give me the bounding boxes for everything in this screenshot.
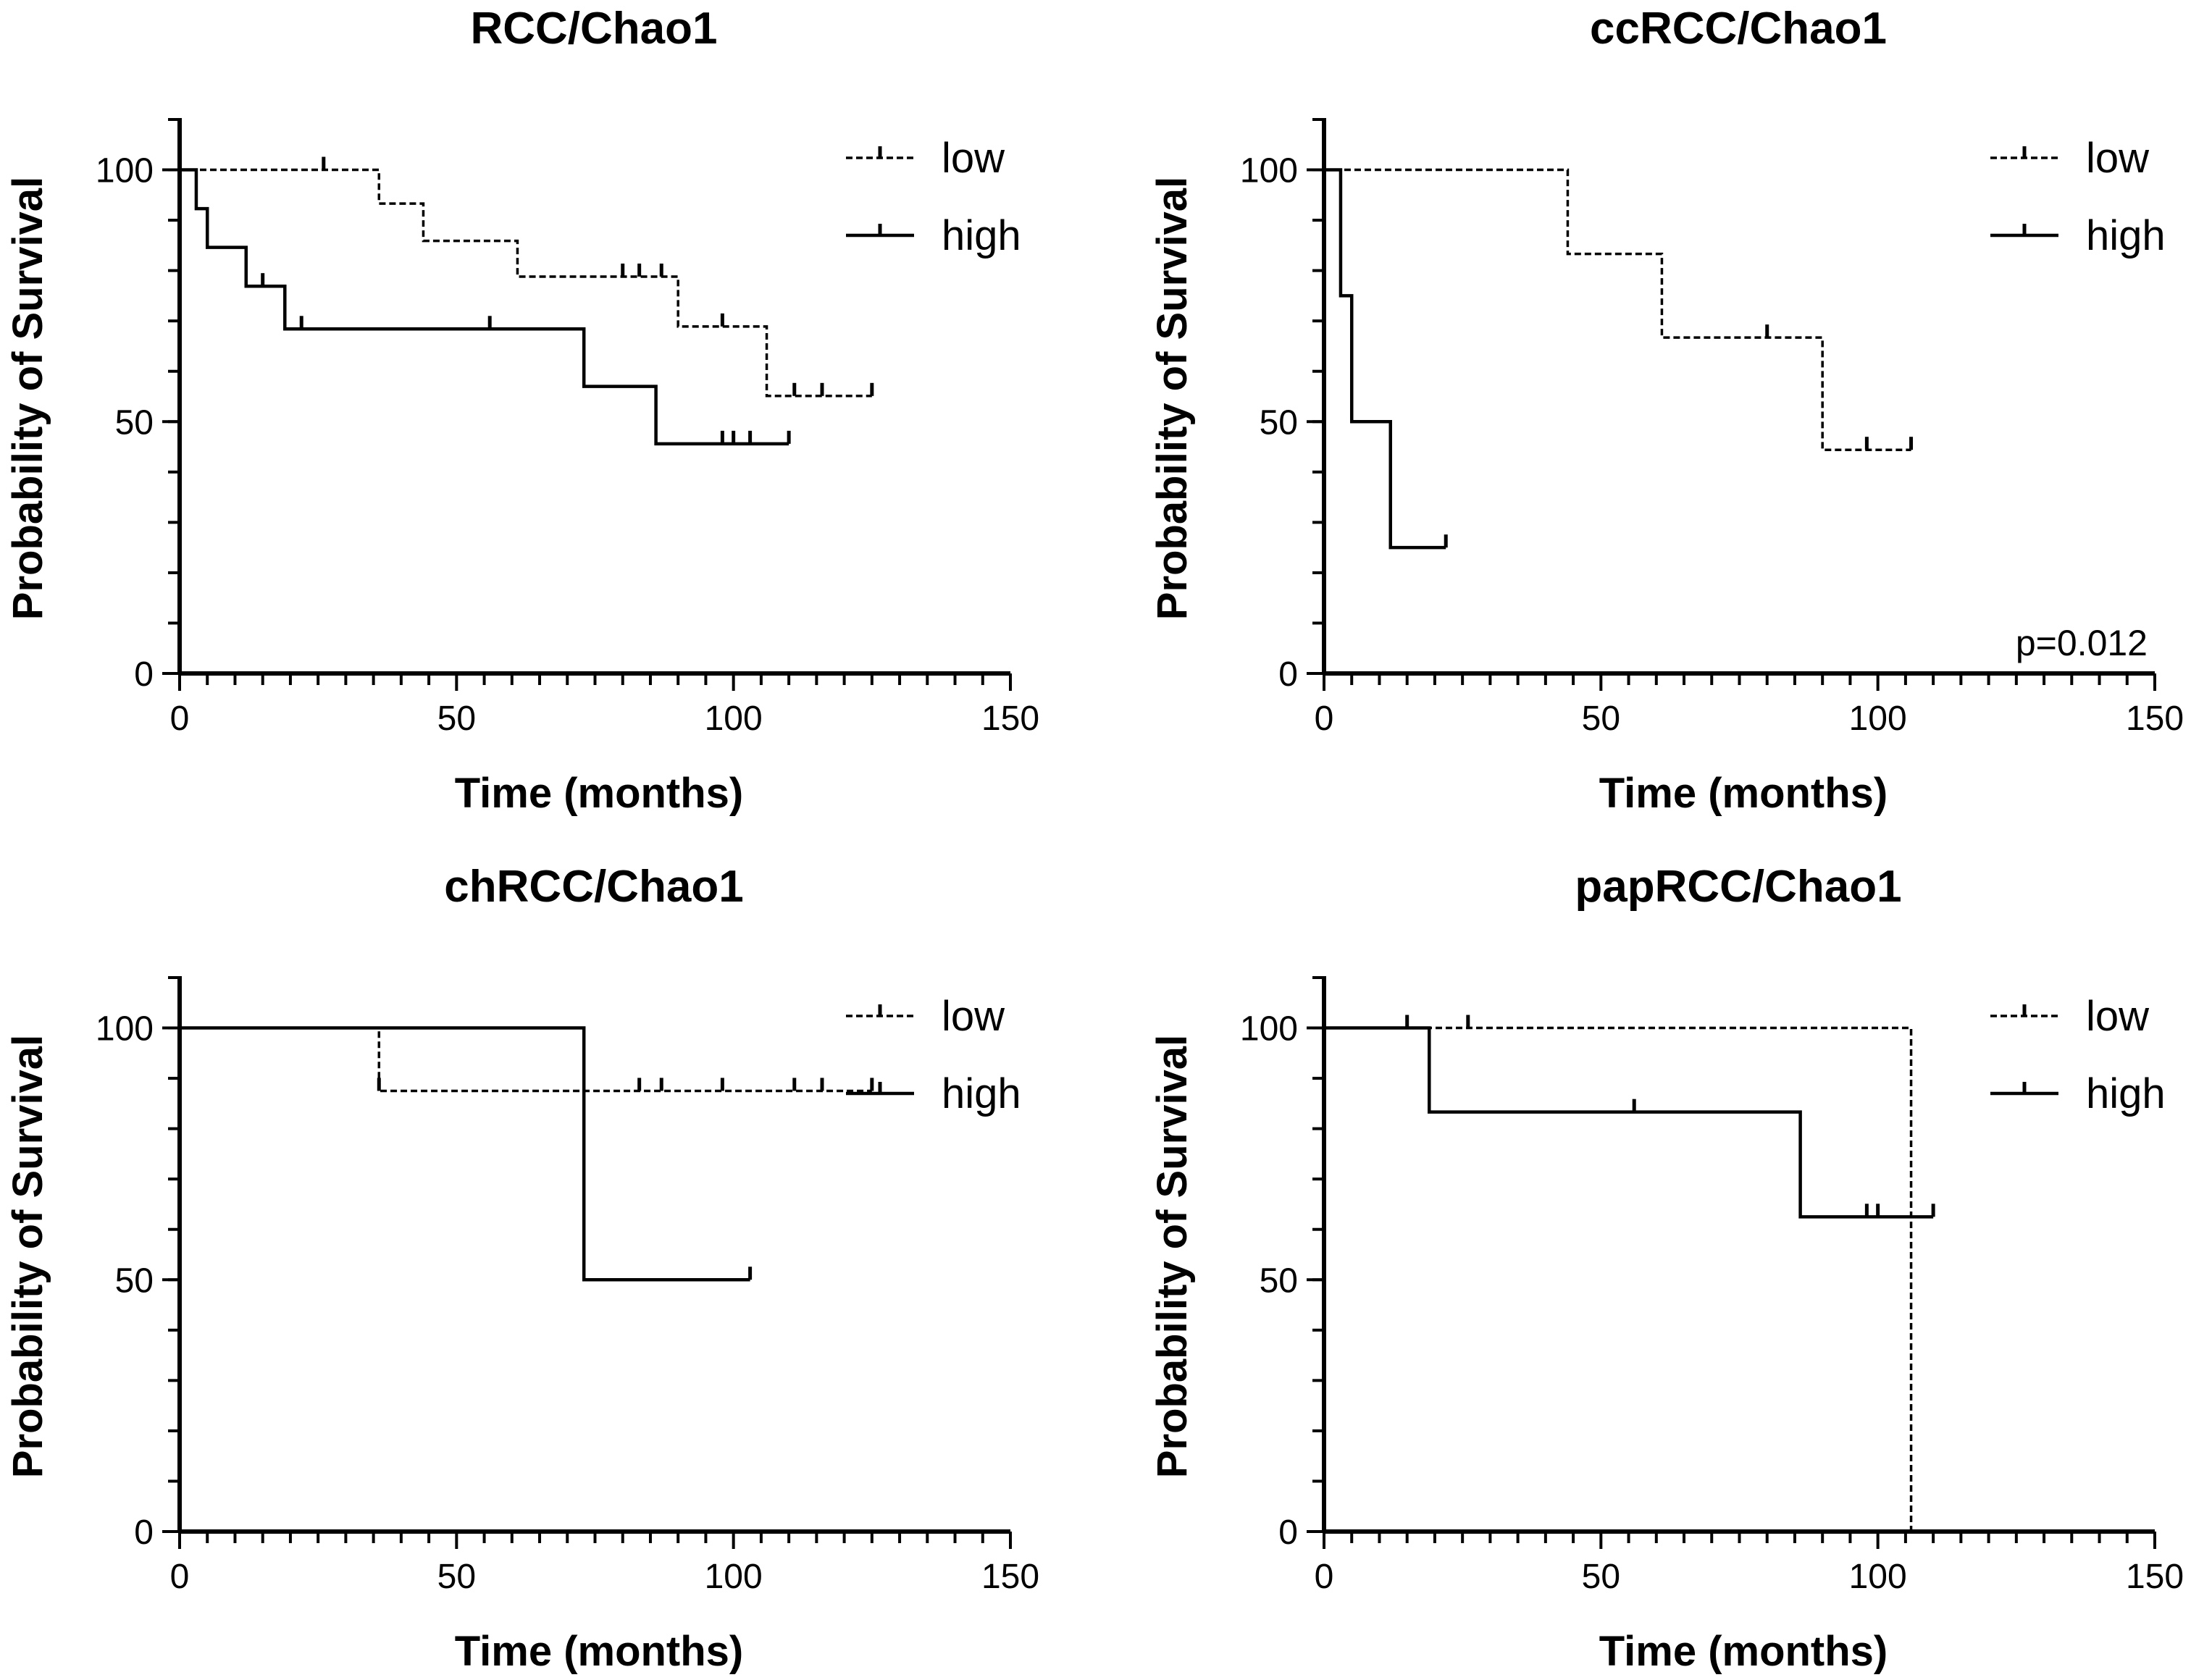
x-tick-label: 100 [1849,1558,1907,1596]
plot-area: 0 50 100 150 0 50 100 low high [96,118,1039,738]
y-axis-title: Probability of Survival [1149,1035,1196,1478]
legend-label-low: low [942,993,1005,1040]
chart-title: RCC/Chao1 [470,4,717,54]
y-tick-label: 0 [1278,655,1298,694]
x-tick-label: 50 [437,700,476,738]
y-tick-label: 100 [1240,152,1298,190]
y-tick-label: 100 [96,152,154,190]
chart-title: chRCC/Chao1 [444,862,743,912]
x-tick-label: 150 [981,1558,1039,1596]
plot-area: 0 50 100 150 0 50 100 low high [1240,976,2184,1596]
survival-curve-high [1324,1026,1934,1219]
x-tick-label: 0 [1315,1558,1334,1596]
y-tick-label: 50 [115,1261,154,1300]
y-tick-label: 100 [1240,1010,1298,1049]
y-axis-title: Probability of Survival [1149,177,1196,620]
x-tick-label: 50 [437,1558,476,1596]
x-tick-label: 50 [1582,700,1620,738]
x-tick-label: 100 [705,1558,763,1596]
y-tick-label: 0 [1278,1513,1298,1552]
x-axis-title: Time (months) [455,770,744,817]
x-tick-label: 150 [2126,1558,2184,1596]
y-tick-label: 50 [1260,1261,1298,1300]
legend-label-low: low [2086,993,2150,1040]
y-tick-label: 50 [115,403,154,442]
survival-curve-low [180,1026,872,1093]
panel-ccrcc: ccRCC/Chao1 Probability of Survival Time… [1149,4,2184,817]
y-tick-label: 0 [134,655,154,694]
survival-curve-high [180,1026,750,1282]
y-axis-title: Probability of Survival [4,177,51,620]
panel-rcc: RCC/Chao1 Probability of Survival Time (… [4,4,1039,817]
x-tick-label: 0 [1315,700,1334,738]
legend-label-low: low [2086,135,2150,182]
x-tick-label: 0 [170,700,190,738]
plot-area: 0 50 100 150 0 50 100 low high [96,976,1039,1596]
x-tick-label: 100 [1849,700,1907,738]
y-axis-title: Probability of Survival [4,1035,51,1478]
panel-chrcc: chRCC/Chao1 Probability of Survival Time… [4,862,1039,1675]
survival-curve-high [180,168,789,446]
x-tick-label: 50 [1582,1558,1620,1596]
y-tick-label: 0 [134,1513,154,1552]
legend-label-high: high [2086,212,2166,259]
legend-label-low: low [942,135,1005,182]
p-value-label: p=0.012 [2016,623,2148,663]
plot-area: 0 50 100 150 0 50 100 low high [1240,118,2184,738]
legend-label-high: high [942,1070,1021,1117]
x-tick-label: 100 [705,700,763,738]
x-tick-label: 150 [2126,700,2184,738]
chart-title: ccRCC/Chao1 [1590,4,1887,54]
x-axis-title: Time (months) [1599,770,1888,817]
legend-label-high: high [2086,1070,2166,1117]
survival-curve-low [180,168,872,398]
panel-paprcc: papRCC/Chao1 Probability of Survival Tim… [1149,862,2184,1675]
x-tick-label: 0 [170,1558,190,1596]
x-axis-title: Time (months) [1599,1628,1888,1675]
survival-curve-high [1324,168,1446,550]
y-tick-label: 100 [96,1010,154,1049]
x-tick-label: 150 [981,700,1039,738]
legend-label-high: high [942,212,1021,259]
survival-curve-low [1324,1026,1913,1532]
survival-curve-low [1324,168,1911,451]
x-axis-title: Time (months) [455,1628,744,1675]
y-tick-label: 50 [1260,403,1298,442]
chart-title: papRCC/Chao1 [1575,862,1901,912]
